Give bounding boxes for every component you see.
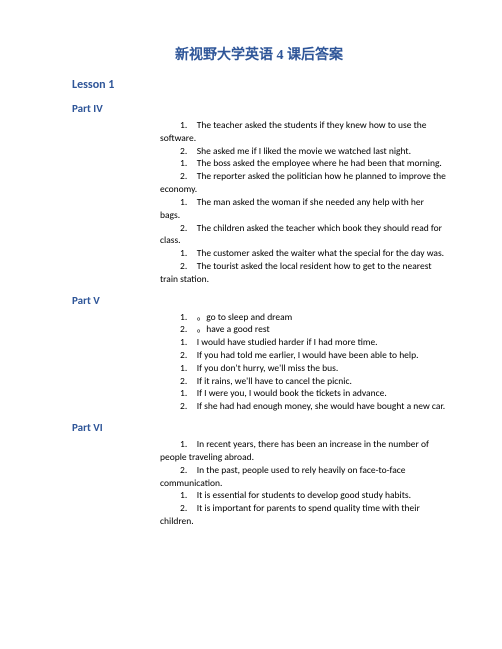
answer-line: 2. The reporter asked the politician how… bbox=[160, 170, 446, 196]
answer-line: 1. In recent years, there has been an in… bbox=[160, 438, 446, 464]
answer-line: 2. 。have a good rest bbox=[160, 323, 446, 336]
answer-line: 1. 。go to sleep and dream bbox=[160, 311, 446, 324]
answer-line: 1. The teacher asked the students if the… bbox=[160, 119, 446, 145]
answer-line: 1. If I were you, I would book the ticke… bbox=[160, 387, 446, 400]
answer-line: 2. The tourist asked the local resident … bbox=[160, 260, 446, 286]
answer-line: 2. It is important for parents to spend … bbox=[160, 502, 446, 528]
document-title: 新视野大学英语 4 课后答案 bbox=[72, 44, 446, 64]
answer-line: 2. If you had told me earlier, I would h… bbox=[160, 349, 446, 362]
part-v-heading: Part V bbox=[72, 294, 446, 307]
part-vi-heading: Part VI bbox=[72, 421, 446, 434]
answer-line: 2. In the past, people used to rely heav… bbox=[160, 464, 446, 490]
answer-line: 1. I would have studied harder if I had … bbox=[160, 336, 446, 349]
answer-line: 1. The customer asked the waiter what th… bbox=[160, 247, 446, 260]
answer-line: 1. If you don't hurry, we'll miss the bu… bbox=[160, 362, 446, 375]
answer-line: 2. The children asked the teacher which … bbox=[160, 222, 446, 248]
part-v-content: 1. 。go to sleep and dream 2. 。have a goo… bbox=[160, 311, 446, 414]
answer-line: 1. It is essential for students to devel… bbox=[160, 489, 446, 502]
part-vi-content: 1. In recent years, there has been an in… bbox=[160, 438, 446, 528]
answer-line: 2. If it rains, we'll have to cancel the… bbox=[160, 375, 446, 388]
document-page: 新视野大学英语 4 课后答案 Lesson 1 Part IV 1. The t… bbox=[0, 0, 502, 548]
answer-line: 1. The man asked the woman if she needed… bbox=[160, 196, 446, 222]
part-iv-heading: Part IV bbox=[72, 102, 446, 115]
answer-line: 1. The boss asked the employee where he … bbox=[160, 157, 446, 170]
answer-line: 2. If she had had enough money, she woul… bbox=[160, 400, 446, 413]
lesson-heading: Lesson 1 bbox=[72, 78, 446, 92]
answer-line: 2. She asked me if I liked the movie we … bbox=[160, 145, 446, 158]
part-iv-content: 1. The teacher asked the students if the… bbox=[160, 119, 446, 286]
